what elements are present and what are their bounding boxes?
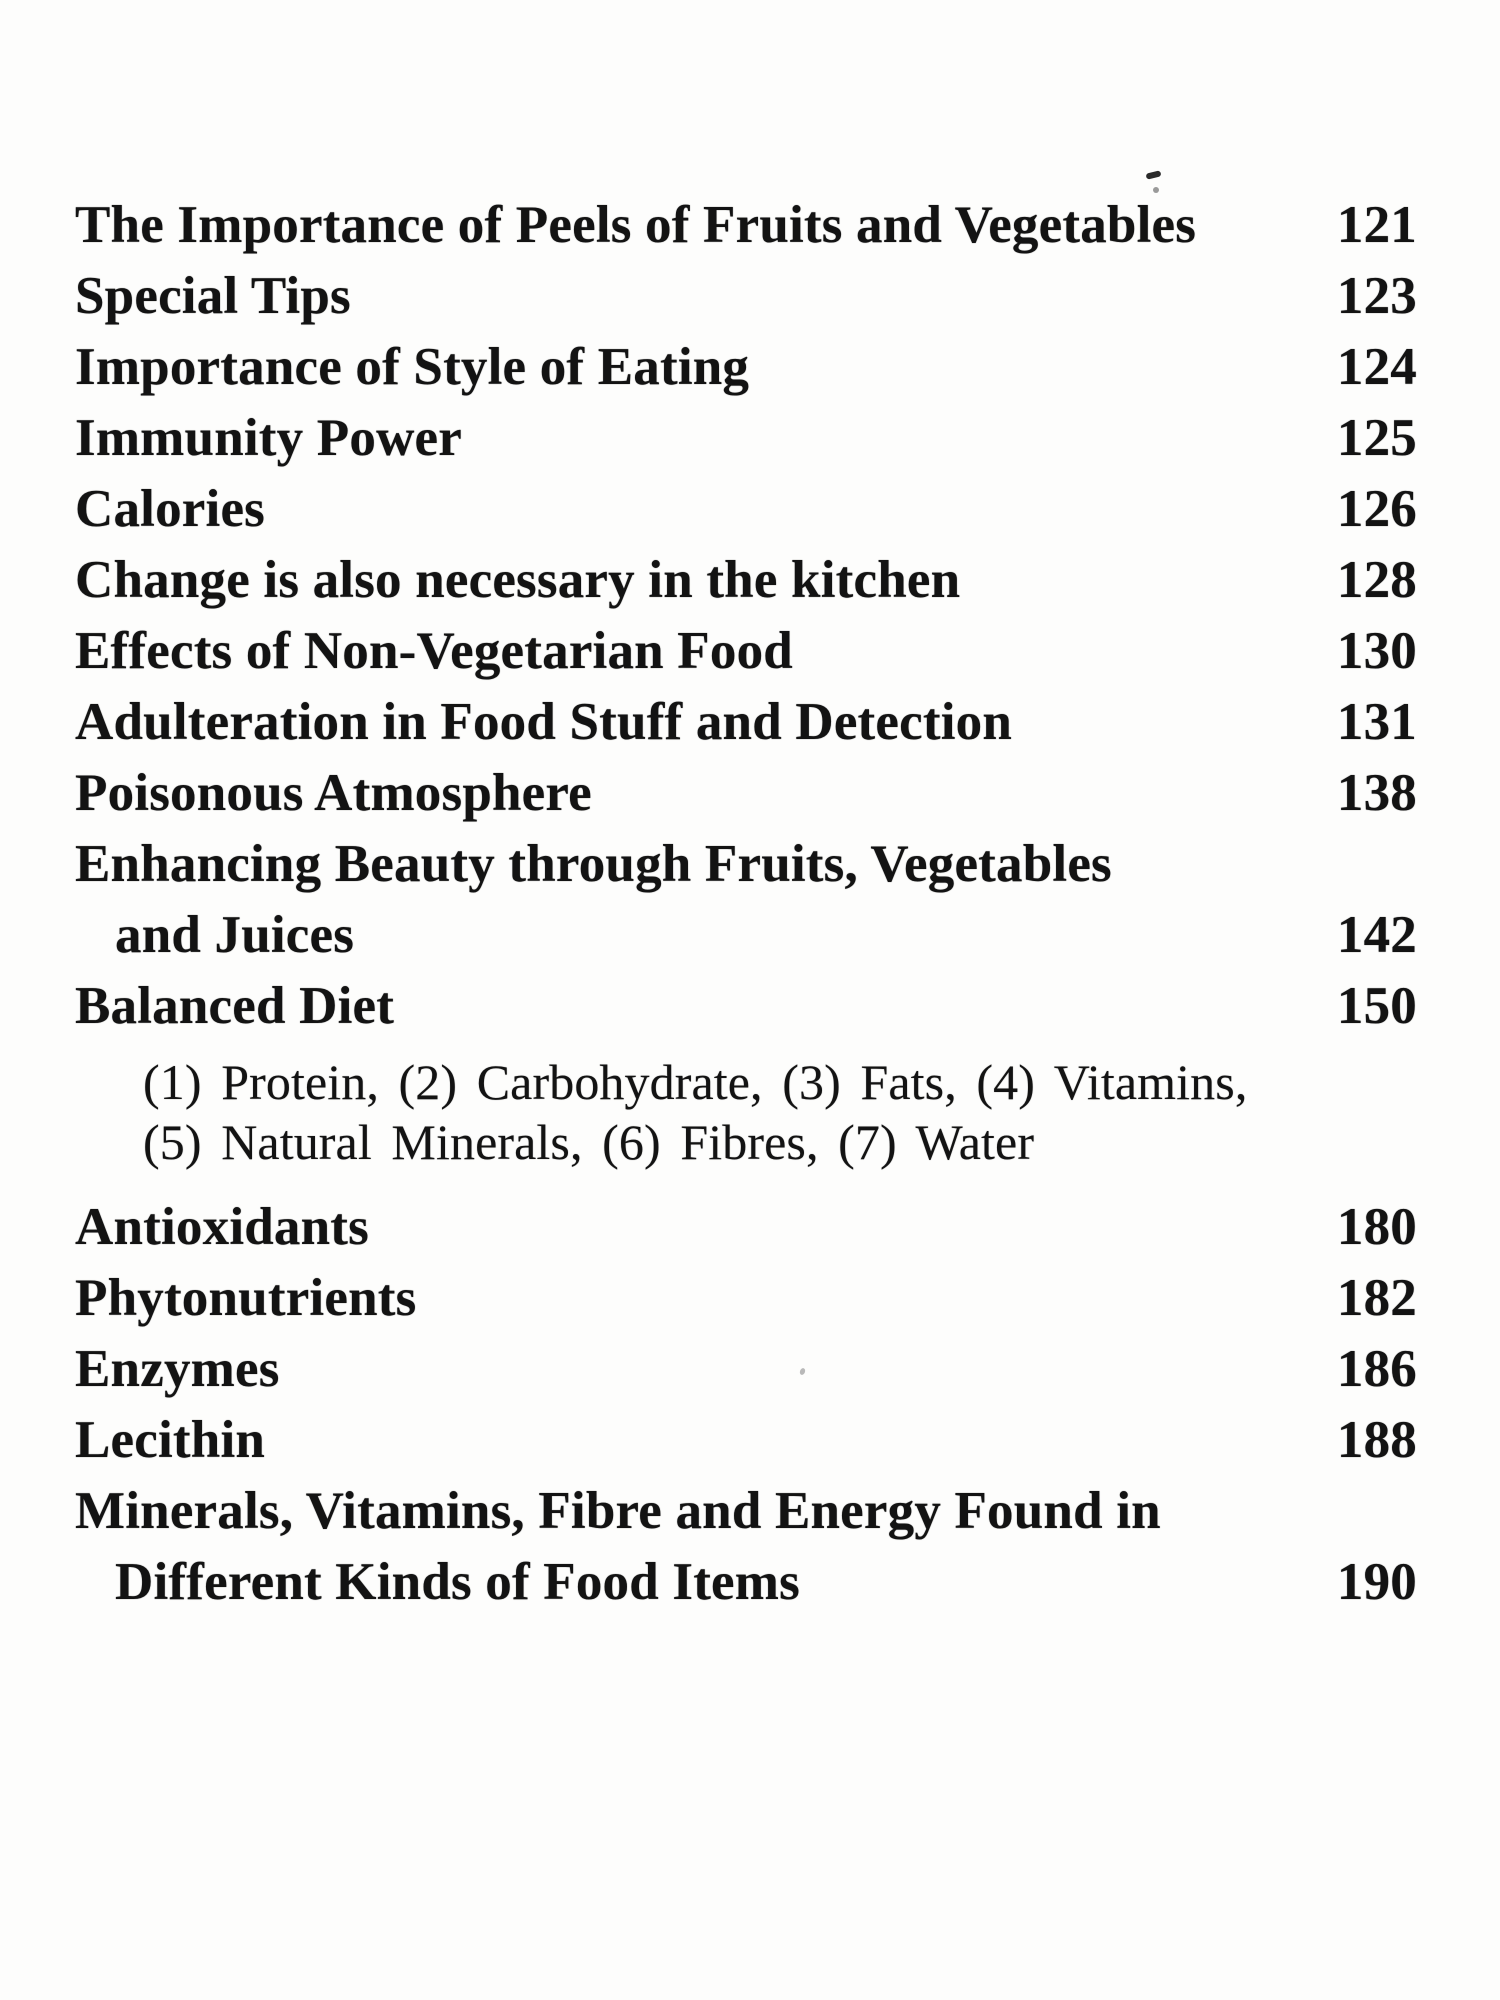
scan-artifact-colon-dot bbox=[1153, 187, 1159, 193]
toc-entry: Different Kinds of Food Items 190 bbox=[75, 1547, 1417, 1618]
toc-list: The Importance of Peels of Fruits and Ve… bbox=[75, 190, 1417, 1618]
toc-entry: Importance of Style of Eating 124 bbox=[75, 332, 1417, 403]
toc-subentry: (5) Natural Minerals, (6) Fibres, (7) Wa… bbox=[75, 1112, 1417, 1172]
toc-entry-label: Change is also necessary in the kitchen bbox=[75, 551, 961, 609]
toc-entry: Special Tips 123 bbox=[75, 261, 1417, 332]
toc-entry-label: (1) Protein, (2) Carbohydrate, (3) Fats,… bbox=[143, 1054, 1248, 1110]
toc-entry-label: Lecithin bbox=[75, 1411, 266, 1469]
toc-entry-page-number: 142 bbox=[1336, 906, 1417, 964]
toc-entry-label: Immunity Power bbox=[75, 409, 462, 467]
toc-entry: Adulteration in Food Stuff and Detection… bbox=[75, 687, 1417, 758]
toc-entry-page-number: 180 bbox=[1336, 1198, 1417, 1256]
toc-entry: Change is also necessary in the kitchen 1… bbox=[75, 545, 1417, 616]
toc-entry-label: The Importance of Peels of Fruits and Ve… bbox=[75, 196, 1197, 254]
toc-entry-label: Enhancing Beauty through Fruits, Vegetab… bbox=[75, 835, 1112, 893]
toc-entry-page-number: 126 bbox=[1336, 480, 1417, 538]
toc-entry: Balanced Diet 150 bbox=[75, 971, 1417, 1042]
toc-entry-label: Importance of Style of Eating bbox=[75, 338, 750, 396]
toc-entry-label: (5) Natural Minerals, (6) Fibres, (7) Wa… bbox=[143, 1114, 1035, 1170]
toc-entry-page-number: 150 bbox=[1336, 977, 1417, 1035]
toc-entry-page-number: 131 bbox=[1336, 693, 1417, 751]
toc-entry: The Importance of Peels of Fruits and Ve… bbox=[75, 190, 1417, 261]
toc-entry-page-number: 138 bbox=[1336, 764, 1417, 822]
toc-entry-label: Minerals, Vitamins, Fibre and Energy Fou… bbox=[75, 1482, 1161, 1540]
toc-entry: Effects of Non-Vegetarian Food 130 bbox=[75, 616, 1417, 687]
toc-entry-page-number: 130 bbox=[1336, 622, 1417, 680]
toc-entry-page-number: 124 bbox=[1336, 338, 1417, 396]
toc-entry-label: Different Kinds of Food Items bbox=[115, 1553, 800, 1611]
toc-entry-page-number: 190 bbox=[1336, 1553, 1417, 1611]
toc-entry-page-number: 121 bbox=[1336, 196, 1417, 254]
toc-entry-page-number: 125 bbox=[1336, 409, 1417, 467]
toc-entry-page-number: 188 bbox=[1336, 1411, 1417, 1469]
toc-entry-label: Poisonous Atmosphere bbox=[75, 764, 592, 822]
toc-entry: Enzymes 186 bbox=[75, 1334, 1417, 1405]
toc-entry: Antioxidants 180 bbox=[75, 1192, 1417, 1263]
toc-entry: Phytonutrients 182 bbox=[75, 1263, 1417, 1334]
toc-entry-page-number: 186 bbox=[1336, 1340, 1417, 1398]
scan-artifact-colon-dash bbox=[1145, 170, 1162, 180]
toc-entry-label: Adulteration in Food Stuff and Detection bbox=[75, 693, 1013, 751]
toc-entry-label: Antioxidants bbox=[75, 1198, 369, 1256]
toc-entry-page-number: 182 bbox=[1336, 1269, 1417, 1327]
toc-entry: and Juices 142 bbox=[75, 900, 1417, 971]
toc-entry: Calories 126 bbox=[75, 474, 1417, 545]
toc-entry: Poisonous Atmosphere 138 bbox=[75, 758, 1417, 829]
toc-entry: Enhancing Beauty through Fruits, Vegetab… bbox=[75, 829, 1417, 900]
toc-entry-label: Calories bbox=[75, 480, 265, 538]
toc-entry-label: Phytonutrients bbox=[75, 1269, 417, 1327]
toc-entry: Lecithin 188 bbox=[75, 1405, 1417, 1476]
toc-entry: Minerals, Vitamins, Fibre and Energy Fou… bbox=[75, 1476, 1417, 1547]
toc-subentry: (1) Protein, (2) Carbohydrate, (3) Fats,… bbox=[75, 1052, 1417, 1112]
toc-entry-label: Effects of Non-Vegetarian Food bbox=[75, 622, 793, 680]
toc-entry-label: Balanced Diet bbox=[75, 977, 395, 1035]
toc-entry: Immunity Power 125 bbox=[75, 403, 1417, 474]
toc-entry-page-number: 123 bbox=[1336, 267, 1417, 325]
toc-entry-label: and Juices bbox=[115, 906, 355, 964]
toc-entry-page-number: 128 bbox=[1336, 551, 1417, 609]
toc-entry-label: Enzymes bbox=[75, 1340, 280, 1398]
toc-entry-label: Special Tips bbox=[75, 267, 351, 325]
